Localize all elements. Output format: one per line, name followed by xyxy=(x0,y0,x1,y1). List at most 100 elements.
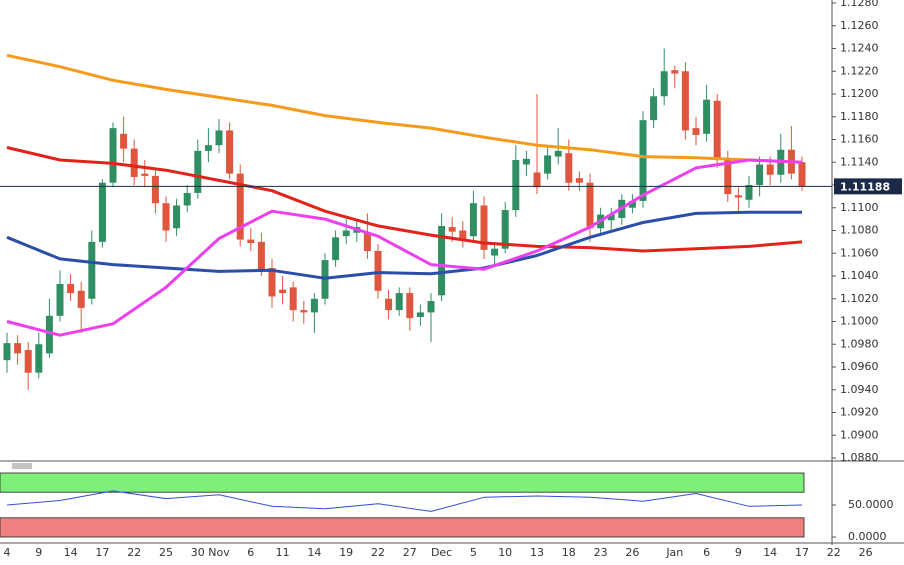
candle-body xyxy=(374,250,382,291)
last-price-box xyxy=(834,178,902,195)
candle-body xyxy=(575,178,583,183)
candle-body xyxy=(151,175,159,204)
candle-body xyxy=(501,210,509,249)
y-tick-label: 1.1280 xyxy=(840,0,879,9)
x-tick-label: 22 xyxy=(127,546,141,559)
candle-body xyxy=(236,173,244,240)
candle-body xyxy=(342,230,350,237)
candle-body xyxy=(300,310,308,313)
candle-body xyxy=(183,192,191,206)
x-tick-label: 14 xyxy=(64,546,78,559)
x-tick-label: 5 xyxy=(470,546,477,559)
candle-body xyxy=(628,200,636,208)
candle-body xyxy=(459,230,467,240)
candle-body xyxy=(766,164,774,175)
candle-body xyxy=(385,298,393,311)
x-tick-label: 9 xyxy=(35,546,42,559)
x-tick-label: 18 xyxy=(562,546,576,559)
candle-body xyxy=(45,315,53,354)
candle-body xyxy=(798,162,806,187)
candle-body xyxy=(109,128,117,183)
candle-body xyxy=(35,344,43,373)
x-tick-label: 9 xyxy=(735,546,742,559)
candle-body xyxy=(88,241,96,299)
oscillator-tick-label: 0.0000 xyxy=(848,530,887,543)
x-tick-label: 23 xyxy=(594,546,608,559)
candle-body xyxy=(162,203,170,231)
candle-body xyxy=(332,237,340,261)
x-tick-label: 30 xyxy=(191,546,205,559)
x-tick-label: 26 xyxy=(625,546,639,559)
candle-body xyxy=(554,150,562,157)
candle-body xyxy=(427,301,435,313)
oscillator-tick-label: 50.0000 xyxy=(848,498,894,511)
candle-body xyxy=(416,312,424,317)
y-tick-label: 1.0960 xyxy=(840,360,879,373)
candle-body xyxy=(660,71,668,97)
moving-average xyxy=(6,53,803,164)
x-tick-label: Nov xyxy=(208,546,230,559)
candle-body xyxy=(713,100,721,160)
candle-body xyxy=(522,158,530,165)
last-price-label: 1.11188 xyxy=(840,180,890,193)
oscillator-band xyxy=(0,517,805,538)
y-tick-label: 1.1200 xyxy=(840,87,879,100)
moving-average xyxy=(6,146,803,253)
x-tick-label: 14 xyxy=(307,546,321,559)
candle-body xyxy=(257,241,265,271)
x-tick-label: 14 xyxy=(763,546,777,559)
y-tick-label: 1.0940 xyxy=(840,383,879,396)
x-tick-label: 4 xyxy=(4,546,11,559)
candle-body xyxy=(745,185,753,200)
candle-body xyxy=(681,71,689,131)
candle-body xyxy=(194,150,202,193)
candle-body xyxy=(24,349,32,373)
y-tick-label: 1.0980 xyxy=(840,337,879,350)
x-tick-label: 26 xyxy=(859,546,873,559)
candle-body xyxy=(56,283,64,316)
candle-body xyxy=(724,159,732,195)
candle-body xyxy=(268,268,276,297)
candle-body xyxy=(120,133,128,149)
candle-body xyxy=(491,248,499,256)
x-tick-label: 6 xyxy=(703,546,710,559)
candle-body xyxy=(204,145,212,151)
y-tick-label: 1.1080 xyxy=(840,224,879,237)
candle-body xyxy=(448,227,456,232)
candle-body xyxy=(586,182,594,229)
y-tick-label: 1.0900 xyxy=(840,428,879,441)
candle-body xyxy=(67,283,75,294)
candle-body xyxy=(141,173,149,176)
moving-average xyxy=(6,210,802,280)
candle-body xyxy=(226,130,234,174)
candle-body xyxy=(279,289,287,294)
candle-body xyxy=(469,203,477,237)
candle-body xyxy=(289,287,297,311)
y-tick-label: 1.1100 xyxy=(840,201,879,214)
y-tick-label: 1.1040 xyxy=(840,269,879,282)
y-tick-label: 1.1260 xyxy=(840,19,879,32)
candle-body xyxy=(607,214,615,221)
oscillator-line xyxy=(6,490,803,512)
candle-body xyxy=(512,159,520,211)
panel-handle xyxy=(12,463,32,469)
moving-average xyxy=(6,158,803,337)
x-tick-label: 25 xyxy=(159,546,173,559)
x-tick-label: 27 xyxy=(403,546,417,559)
candle-body xyxy=(173,205,181,229)
y-tick-label: 1.1220 xyxy=(840,64,879,77)
candle-body xyxy=(3,343,11,361)
candle-body xyxy=(77,290,85,308)
candle-body xyxy=(215,130,223,146)
candle-body xyxy=(14,343,22,354)
x-tick-label: Jan xyxy=(665,546,683,559)
candle-body xyxy=(438,225,446,296)
candle-body xyxy=(671,70,679,74)
candle-body xyxy=(310,298,318,313)
candle-body xyxy=(565,153,573,183)
candle-body xyxy=(692,128,700,135)
candle-body xyxy=(544,155,552,174)
